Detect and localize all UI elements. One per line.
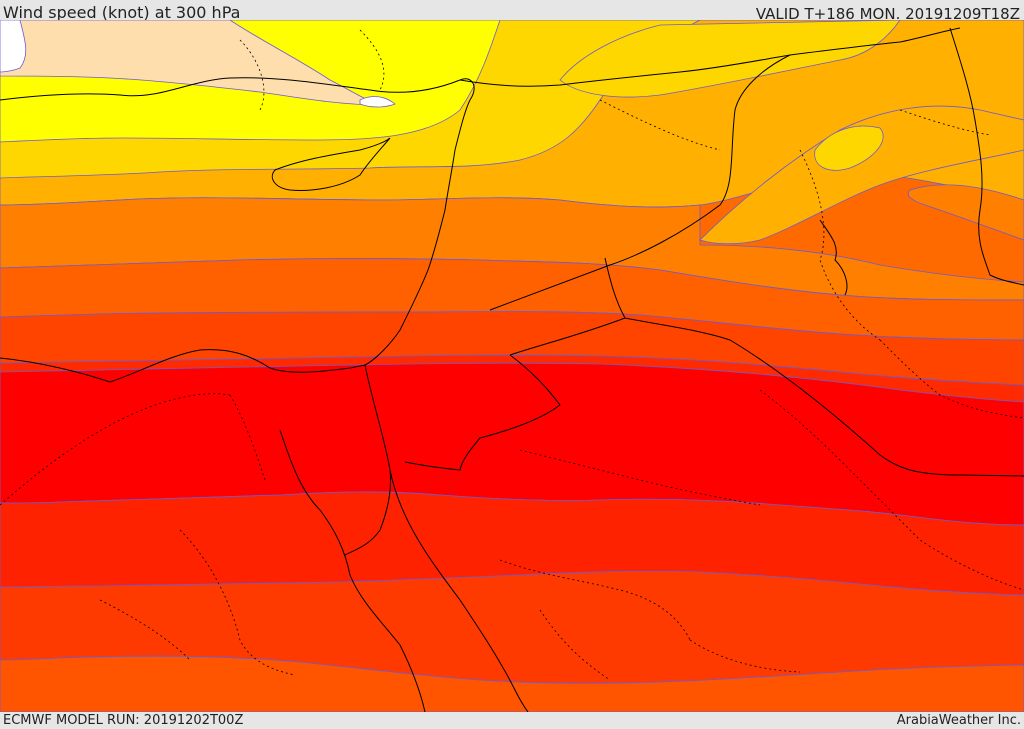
footer-bar: ECMWF MODEL RUN: 20191202T00Z ArabiaWeat… <box>0 712 1024 729</box>
wind-band-gold-east <box>814 125 884 171</box>
wind-band-white-nw <box>0 20 27 73</box>
wind-speed-map-svg <box>0 20 1024 712</box>
map-title: Wind speed (knot) at 300 hPa <box>3 3 241 22</box>
wind-band-pale <box>0 20 381 106</box>
internal-boundaries <box>0 29 1024 681</box>
model-run-label: ECMWF MODEL RUN: 20191202T00Z <box>3 713 244 728</box>
wind-band-white <box>359 96 396 108</box>
wind-band-orange-east <box>699 105 1024 245</box>
valid-time-label: VALID T+186 MON. 20191209T18Z <box>755 5 1020 23</box>
wind-band-orange-dark-east <box>907 184 1024 241</box>
weather-map <box>0 20 1024 712</box>
header-bar: Wind speed (knot) at 300 hPa VALID T+186… <box>0 0 1024 23</box>
credit-label: ArabiaWeather Inc. <box>896 713 1021 728</box>
coastlines <box>0 27 1024 712</box>
wind-band-gold-ne <box>559 20 901 98</box>
